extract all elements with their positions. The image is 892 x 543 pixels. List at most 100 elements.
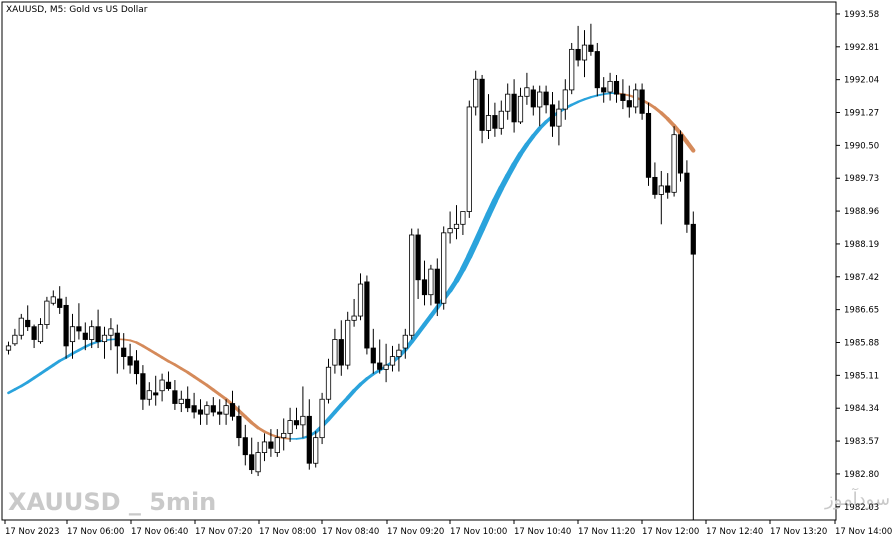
candle-body [127,356,133,366]
y-tick-label: 1985.88 [844,338,879,348]
candle [223,399,229,425]
candle [364,275,370,355]
candle [281,418,287,451]
candle-body [197,409,204,415]
candle-body [37,324,44,343]
x-tick-label: 17 Nov 10:00 [450,527,507,537]
candle-body [332,339,338,366]
candle [261,433,268,462]
candle [441,226,447,310]
candle [5,341,12,355]
candle-body [338,339,344,366]
candle-body [383,364,389,370]
candle [313,431,319,468]
candle [626,85,632,118]
candle [581,30,588,78]
candle [485,94,492,139]
candle [127,343,133,374]
candle-body [172,390,178,404]
candle-body [274,437,280,453]
candle [255,441,261,477]
candle-body [447,228,453,234]
candle [357,273,364,321]
candle [44,296,50,329]
y-tick-label: 1983.57 [844,437,879,447]
candle-body [44,300,50,325]
candle-body [415,234,421,281]
candle-body [607,80,613,93]
symbol-header: XAUUSD, M5: Gold vs US Dollar [6,5,148,15]
x-tick-label: 17 Nov 08:00 [259,527,316,537]
candle-body [453,223,460,229]
candle [153,375,159,406]
candle [76,303,82,340]
candle [460,211,466,235]
candle-body [517,95,524,123]
candle-body [690,223,696,255]
candle [50,290,56,306]
candle-body [12,334,18,345]
candle [204,401,210,425]
x-tick-label: 17 Nov 12:00 [642,527,699,537]
candle [511,79,517,133]
y-tick-label: 1993.58 [844,10,879,20]
candle [690,211,696,520]
candle-body [492,115,498,129]
candle-body [287,420,293,434]
candle-body [159,379,165,392]
candle [671,126,677,197]
y-tick-label: 1982.80 [844,470,879,480]
candle [319,392,325,445]
candle [31,324,37,349]
ma-segment-up [583,96,593,101]
candle [492,102,498,137]
candle [108,318,114,351]
candle [229,390,236,421]
x-tick-label: 17 Nov 06:00 [67,527,124,537]
y-tick-label: 1987.42 [844,273,879,283]
ma-segment-down [269,433,279,438]
candle-body [165,381,172,389]
candle [274,429,280,457]
candle-body [549,104,556,127]
candle-body [108,328,114,336]
candle [409,228,415,340]
candle-body [396,349,402,357]
candle [575,25,581,67]
candle-body [300,415,306,426]
candle [645,102,652,186]
x-tick-label: 17 Nov 11:20 [578,527,635,537]
candles [5,23,696,520]
candle-body [441,232,447,304]
candle-body [351,315,357,321]
ma-segment-down [684,139,696,153]
watermark-left: XAUUSD _ 5min [8,488,216,516]
candle-body [313,437,319,464]
candle-body [357,283,364,317]
candle [82,322,88,351]
ma-segment-down [256,426,266,434]
candle-body [319,398,325,439]
x-tick-label: 17 Nov 2023 [5,527,59,537]
candle-body [223,405,229,415]
candle-body [364,281,370,349]
watermark-right: انتشار در سایت سودآموز [824,487,892,510]
candle-body [626,100,632,108]
candle-body [665,185,671,193]
candle [268,429,274,457]
candle [287,407,293,442]
candle-body [620,93,626,101]
plot-area [1,1,837,521]
candle-body [645,112,652,178]
ma-segment-up [596,93,605,97]
candle-body [121,347,127,357]
candle [325,358,332,404]
x-tick-label: 17 Nov 08:40 [322,527,379,537]
candle-body [677,134,684,174]
time-axis: 17 Nov 2023 17 Nov 06:00 17 Nov 06:40 17 No… [4,520,892,537]
candle [383,343,389,383]
candle-body [370,347,376,364]
candle-body [377,362,383,370]
candle [588,23,594,56]
